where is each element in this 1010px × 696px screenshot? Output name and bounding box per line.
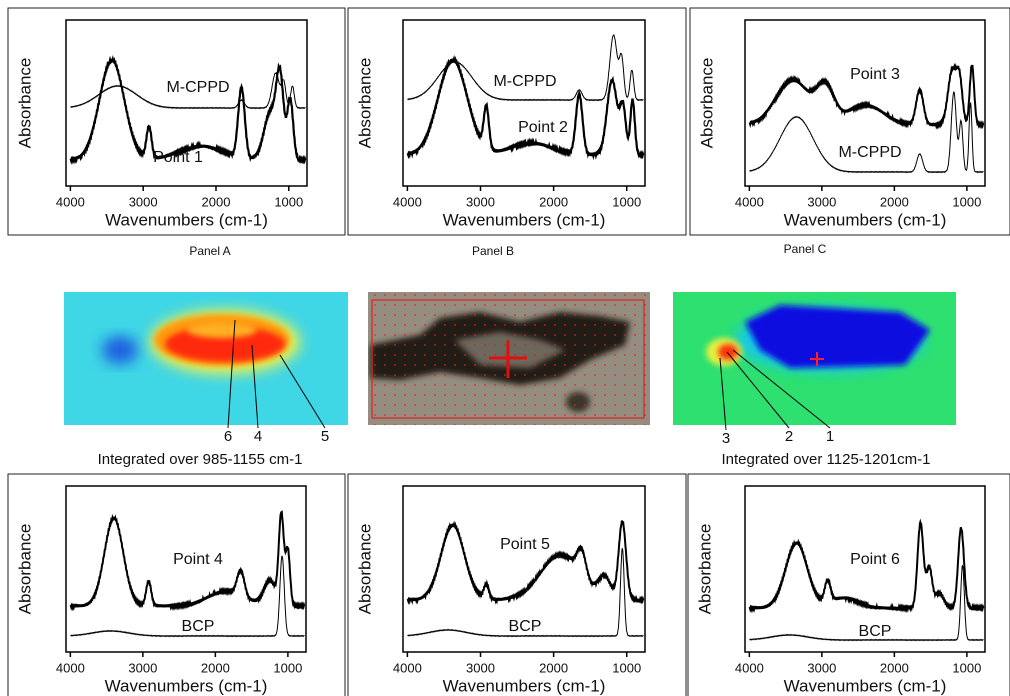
x-tick-label: 1000	[274, 194, 303, 209]
x-axis-label: Wavenumbers (cm-1)	[443, 676, 606, 695]
x-tick-label: 1000	[952, 194, 981, 209]
x-tick-label: 2000	[201, 660, 230, 675]
curve-label: Point 1	[153, 149, 203, 166]
panel-border	[689, 7, 1010, 236]
curve-label: BCP	[859, 623, 892, 640]
plot-frame	[402, 19, 646, 187]
curve-label: M-CPPD	[493, 73, 556, 90]
heatmap-2	[673, 292, 956, 425]
x-tick-label: 3000	[807, 194, 836, 209]
x-tick-label: 4000	[393, 194, 422, 209]
plot-frame	[65, 485, 307, 653]
y-axis-label: Absorbance	[15, 58, 34, 149]
spectrum-curve	[406, 520, 645, 605]
panel-caption: Panel B	[472, 244, 514, 258]
spectrum-curve	[407, 548, 644, 638]
x-tick-label: 2000	[880, 660, 909, 675]
point-label: 6	[224, 428, 232, 445]
panel-border	[7, 7, 346, 236]
x-tick-label: 3000	[129, 194, 158, 209]
x-tick-label: 1000	[612, 660, 641, 675]
panel-border	[347, 7, 687, 236]
plot-frame	[744, 485, 986, 653]
y-axis-label: Absorbance	[695, 524, 714, 615]
spectrum-curve	[407, 34, 644, 102]
point-label: 4	[254, 428, 262, 445]
y-axis-label: Absorbance	[15, 524, 34, 615]
spectrum-curve	[406, 54, 645, 161]
spectrum-curve	[69, 54, 307, 166]
spectrum-curve	[748, 62, 985, 130]
spectrum-curve	[69, 510, 306, 612]
y-axis-label: Absorbance	[697, 58, 716, 149]
x-tick-label: 1000	[952, 660, 981, 675]
x-tick-label: 1000	[612, 194, 641, 209]
curve-label: Point 3	[850, 66, 900, 83]
curve-label: M-CPPD	[838, 144, 901, 161]
x-tick-label: 2000	[202, 194, 231, 209]
point-label: 2	[785, 428, 793, 445]
panel-caption: Panel A	[189, 244, 230, 258]
curve-label: Point 2	[518, 119, 568, 136]
point-label: 1	[826, 428, 834, 445]
x-tick-label: 3000	[466, 194, 495, 209]
leader-line	[279, 354, 326, 429]
spectrum-curve	[749, 91, 984, 174]
x-axis-label: Wavenumbers (cm-1)	[784, 676, 947, 695]
microscope-image	[368, 292, 650, 425]
heatmap-1	[64, 292, 348, 425]
curve-label: BCP	[509, 618, 542, 635]
x-axis-label: Wavenumbers (cm-1)	[105, 210, 268, 229]
curve-label: Point 4	[173, 551, 223, 568]
plot-frame	[402, 485, 646, 653]
plot-frame	[65, 19, 308, 187]
x-tick-label: 3000	[807, 660, 836, 675]
y-axis-label: Absorbance	[355, 58, 374, 149]
x-tick-label: 2000	[880, 194, 909, 209]
spectrum-curve	[749, 565, 984, 642]
curve-label: Point 5	[500, 536, 550, 553]
x-tick-label: 4000	[735, 194, 764, 209]
leader-line	[719, 357, 727, 431]
x-tick-label: 1000	[273, 660, 302, 675]
map-caption: Integrated over 1125-1201cm-1	[721, 451, 930, 468]
curve-label: BCP	[182, 618, 215, 635]
leader-line	[726, 351, 790, 429]
curve-label: Point 6	[850, 551, 900, 568]
x-tick-label: 3000	[128, 660, 157, 675]
plot-frame	[744, 19, 986, 187]
y-axis-label: Absorbance	[355, 524, 374, 615]
point-label: 5	[321, 428, 329, 445]
spectrum-curve	[748, 518, 985, 614]
curve-label: M-CPPD	[166, 79, 229, 96]
panel-caption: Panel C	[784, 242, 827, 256]
spectrum-curve	[70, 555, 305, 638]
x-tick-label: 3000	[466, 660, 495, 675]
x-tick-label: 4000	[56, 660, 85, 675]
x-tick-label: 4000	[56, 194, 85, 209]
x-axis-label: Wavenumbers (cm-1)	[443, 210, 606, 229]
x-tick-label: 2000	[539, 194, 568, 209]
map-caption: Integrated over 985-1155 cm-1	[98, 451, 303, 468]
panel-border	[347, 473, 687, 696]
panel-border	[687, 473, 1010, 696]
point-label: 3	[722, 430, 730, 447]
x-tick-label: 2000	[539, 660, 568, 675]
leader-line	[732, 349, 831, 429]
x-tick-label: 4000	[735, 660, 764, 675]
leader-line	[251, 344, 259, 429]
panel-border	[7, 473, 346, 696]
x-axis-label: Wavenumbers (cm-1)	[784, 210, 947, 229]
x-axis-label: Wavenumbers (cm-1)	[105, 676, 268, 695]
x-tick-label: 4000	[393, 660, 422, 675]
spectrum-curve	[70, 71, 306, 110]
leader-line	[227, 319, 236, 429]
